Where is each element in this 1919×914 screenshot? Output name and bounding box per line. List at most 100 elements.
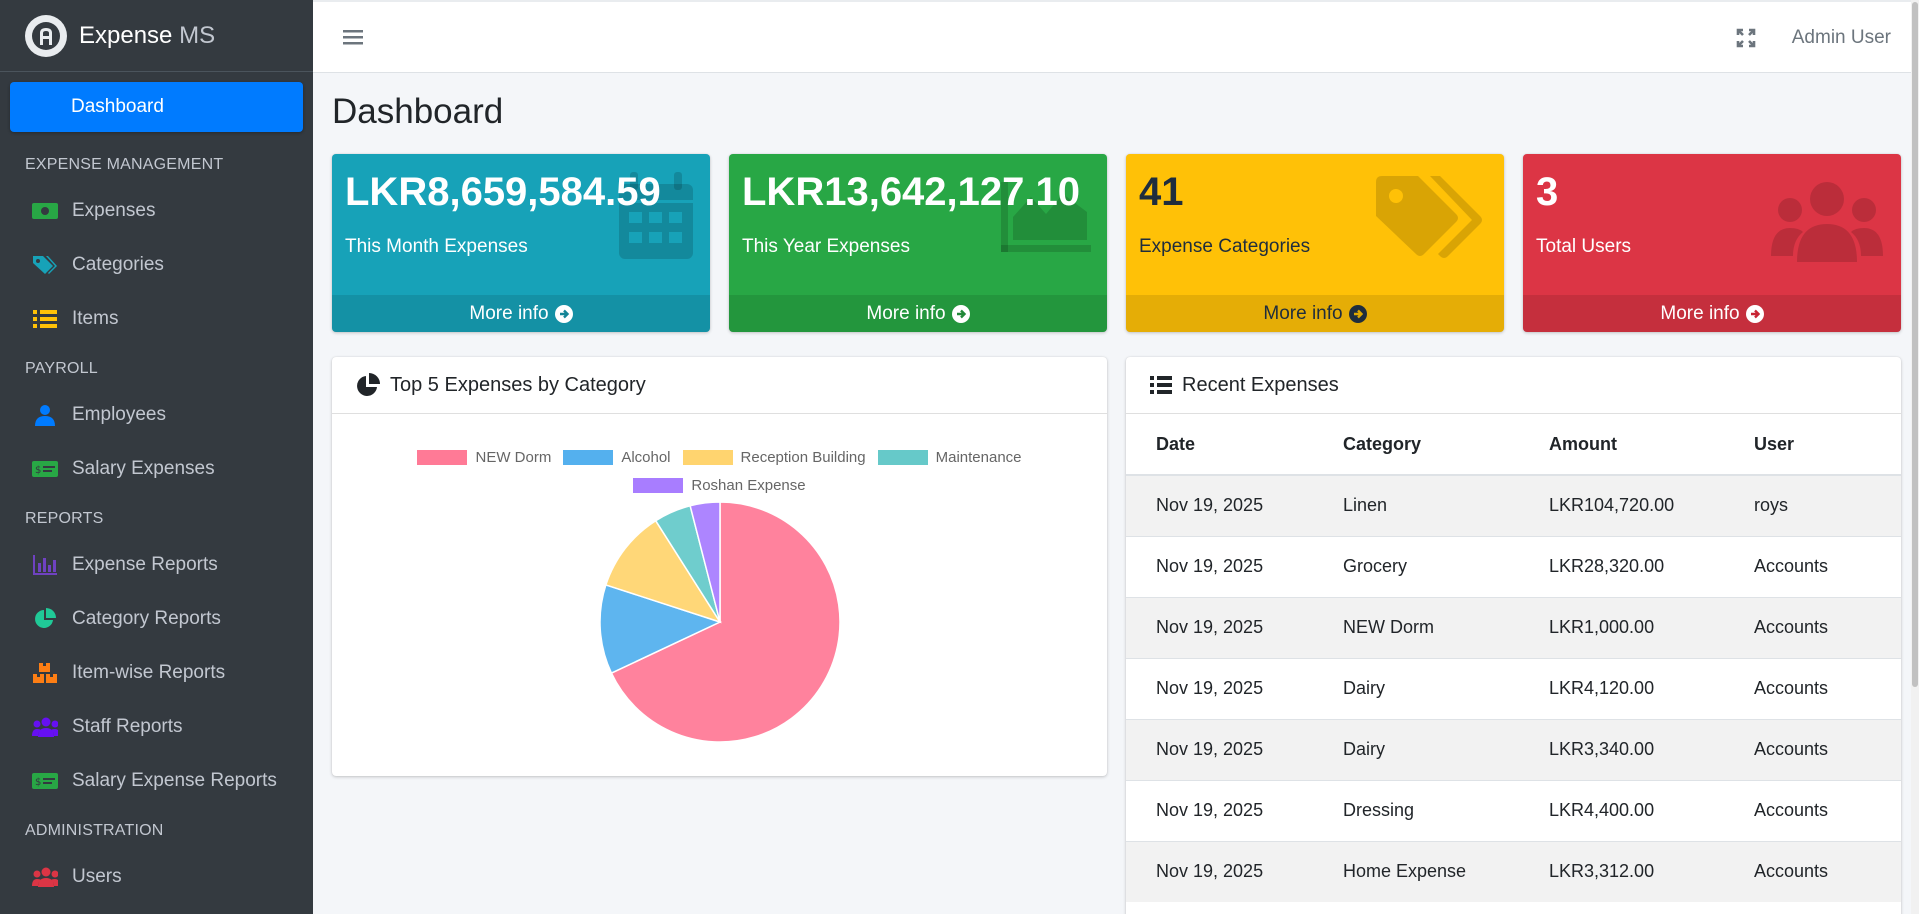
legend-item[interactable]: Reception Building [682, 449, 866, 466]
more-info-link[interactable]: More info [1126, 295, 1504, 332]
arrow-circle-right-icon [554, 304, 573, 323]
cell-date: Nov 19, 2025 [1126, 718, 1313, 780]
more-info-link[interactable]: More info [1523, 295, 1901, 332]
sidebar-item-items[interactable]: Items [10, 292, 303, 346]
calendar-icon [616, 172, 696, 267]
cell-category: Dairy [1313, 718, 1519, 780]
legend-item[interactable]: Roshan Expense [633, 477, 806, 494]
more-info-link[interactable]: More info [729, 295, 1107, 332]
sidebar: Expense MS Dashboard EXPENSE MANAGEMENT … [0, 0, 313, 914]
users-cog-icon [32, 866, 58, 888]
sidebar-item-salary-expenses[interactable]: $ Salary Expenses [10, 442, 303, 496]
column-header-amount[interactable]: Amount [1519, 414, 1724, 476]
pie-chart[interactable] [332, 502, 1107, 772]
stat-box-year-expenses: LKR13,642,127.10 This Year Expenses More… [729, 154, 1107, 332]
pie-slice-alcohol[interactable] [599, 583, 723, 675]
cell-category: NEW Dorm [1313, 596, 1519, 658]
cell-category: Dressing [1313, 779, 1519, 841]
sidebar-item-category-reports[interactable]: Category Reports [10, 592, 303, 646]
legend-item[interactable]: Maintenance [877, 449, 1022, 466]
stat-value: 41 [1139, 170, 1184, 214]
legend-item[interactable]: Alcohol [563, 449, 671, 466]
chart-legend-row-2: Roshan Expense [332, 477, 1107, 494]
users-icon [1771, 182, 1883, 267]
pie-slice-roshan-expense[interactable] [689, 502, 721, 623]
more-info-link[interactable]: More info [332, 295, 710, 332]
column-header-date[interactable]: Date [1126, 414, 1313, 476]
cell-date: Nov 19, 2025 [1126, 657, 1313, 719]
cell-user: Accounts [1724, 657, 1901, 719]
stat-label: Total Users [1536, 236, 1632, 257]
table-row[interactable]: Nov 19, 2025 Home Expense LKR3,312.00 Accou… [1126, 840, 1901, 902]
sidebar-item-salary-expense-reports[interactable]: $ Salary Expense Reports [10, 754, 303, 808]
svg-text:$: $ [35, 777, 41, 788]
cell-user: Accounts [1724, 779, 1901, 841]
scrollbar-thumb[interactable] [1912, 2, 1918, 687]
stat-box-month-expenses: LKR8,659,584.59 This Month Expenses More… [332, 154, 710, 332]
cell-category: Grocery [1313, 535, 1519, 597]
sidebar-item-item-wise-reports[interactable]: Item-wise Reports [10, 646, 303, 700]
cell-amount: LKR3,312.00 [1519, 840, 1724, 902]
stat-value: 3 [1536, 170, 1559, 214]
stat-label: This Year Expenses [742, 236, 910, 257]
table-row[interactable]: Nov 19, 2025 Dressing LKR4,400.00 Accounts [1126, 779, 1901, 841]
table-row[interactable]: Nov 19, 2025 Dairy LKR4,120.00 Accounts [1126, 657, 1901, 719]
table-row[interactable]: Nov 19, 2025 Linen LKR104,720.00 roys [1126, 474, 1901, 536]
sidebar-item-employees[interactable]: Employees [10, 388, 303, 442]
card-title: Top 5 Expenses by Category [390, 373, 646, 396]
column-header-user[interactable]: User [1724, 414, 1901, 476]
brand[interactable]: Expense MS [0, 0, 313, 72]
pie-slice-new-dorm[interactable] [610, 502, 841, 743]
cell-amount: LKR104,720.00 [1519, 474, 1724, 536]
sidebar-item-expense-reports[interactable]: Expense Reports [10, 538, 303, 592]
svg-text:$: $ [35, 465, 41, 476]
admin-user-menu[interactable]: Admin User [1791, 27, 1891, 48]
cell-amount: LKR3,340.00 [1519, 718, 1724, 780]
sidebar-item-label: Salary Expenses [72, 458, 215, 479]
cell-date: Nov 19, 2025 [1126, 840, 1313, 902]
cell-user: Accounts [1724, 596, 1901, 658]
cell-user: Accounts [1724, 840, 1901, 902]
fullscreen-expand-icon[interactable] [1736, 28, 1756, 53]
sidebar-item-staff-reports[interactable]: Staff Reports [10, 700, 303, 754]
page-scrollbar[interactable] [1911, 0, 1919, 914]
column-header-category[interactable]: Category [1313, 414, 1519, 476]
sidebar-item-categories[interactable]: Categories [10, 238, 303, 292]
more-info-label: More info [469, 302, 549, 324]
sidebar-item-label: Expense Reports [72, 554, 218, 575]
chart-area-icon [1001, 182, 1091, 257]
hamburger-menu-icon[interactable] [343, 28, 363, 51]
legend-label: Reception Building [740, 449, 866, 466]
sidebar-item-label: Item-wise Reports [72, 662, 226, 683]
legend-swatch [563, 450, 614, 465]
cell-user: roys [1724, 474, 1901, 536]
stat-value: LKR13,642,127.10 [742, 170, 1081, 214]
table-row[interactable]: Nov 19, 2025 Grocery LKR28,320.00 Accounts [1126, 535, 1901, 597]
user-tie-icon [32, 404, 58, 426]
list-icon [1150, 376, 1172, 394]
page-title: Dashboard [332, 92, 504, 131]
arrow-circle-right-icon [1745, 304, 1764, 323]
more-info-label: More info [1660, 302, 1740, 324]
legend-item[interactable]: NEW Dorm [417, 449, 551, 466]
sidebar-item-users[interactable]: Users [10, 850, 303, 904]
table-row[interactable]: Nov 19, 2025 NEW Dorm LKR1,000.00 Accounts [1126, 596, 1901, 658]
stat-label: This Month Expenses [345, 236, 528, 257]
legend-swatch [633, 478, 684, 493]
sidebar-item-label: Salary Expense Reports [72, 770, 277, 791]
chart-pie-icon [356, 373, 380, 397]
pie-slice-reception-building[interactable] [604, 519, 722, 624]
table-row[interactable]: Nov 19, 2025 Dairy LKR3,340.00 Accounts [1126, 718, 1901, 780]
tags-icon [32, 254, 58, 276]
recent-expenses-card: Recent Expenses Date Category Amount Use… [1126, 357, 1901, 914]
brand-suffix: MS [172, 21, 216, 49]
sidebar-item-expenses[interactable]: Expenses [10, 184, 303, 238]
sidebar-item-label: Items [72, 308, 119, 329]
sidebar-item-dashboard[interactable]: Dashboard [10, 82, 303, 132]
sidebar-item-label: Staff Reports [72, 716, 183, 737]
cell-date: Nov 19, 2025 [1126, 779, 1313, 841]
more-info-label: More info [1263, 302, 1343, 324]
brand-logo-icon [25, 14, 67, 57]
sidebar-item-label: Category Reports [72, 608, 221, 629]
money-check-icon: $ [32, 458, 58, 480]
